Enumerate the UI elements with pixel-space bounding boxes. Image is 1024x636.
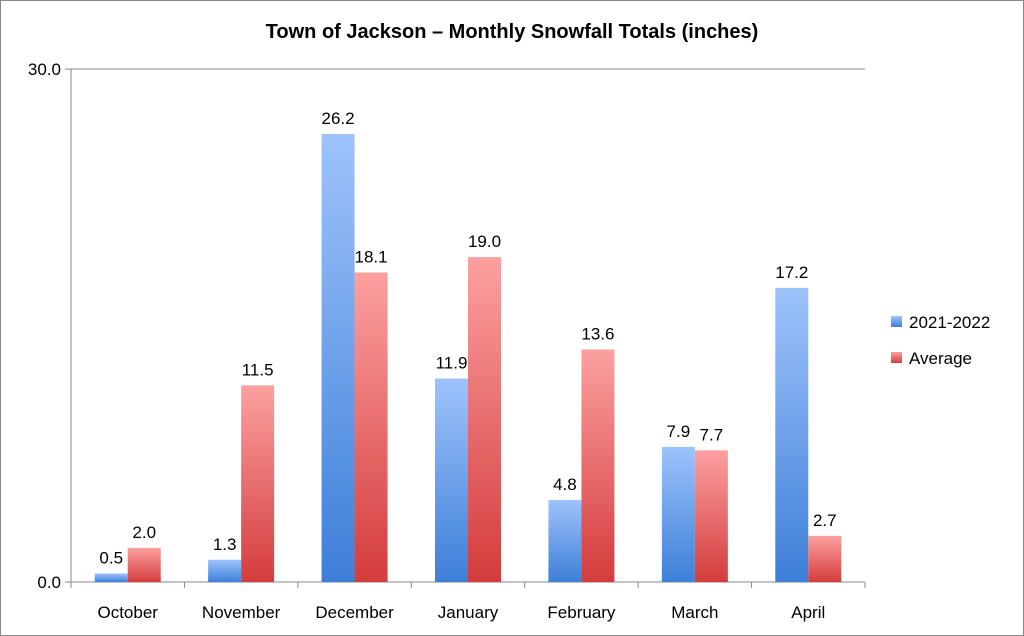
data-label: 26.2 xyxy=(322,109,355,128)
x-tick-label: March xyxy=(671,603,718,622)
bar-average xyxy=(354,272,388,582)
x-tick-label: April xyxy=(791,603,825,622)
data-label: 17.2 xyxy=(775,263,808,282)
data-label: 2.7 xyxy=(813,511,837,530)
x-tick-label: January xyxy=(438,603,499,622)
bar-2021-2022 xyxy=(435,378,468,582)
data-label: 7.7 xyxy=(700,425,724,444)
x-tick-label: December xyxy=(315,603,394,622)
bar-average xyxy=(581,349,615,582)
legend-swatch-average xyxy=(891,352,902,363)
data-label: 4.8 xyxy=(553,475,577,494)
bar-2021-2022 xyxy=(94,573,128,582)
y-tick-label: 30.0 xyxy=(28,60,61,79)
data-label: 0.5 xyxy=(99,548,123,567)
chart-title: Town of Jackson – Monthly Snowfall Total… xyxy=(266,21,759,43)
legend-label: Average xyxy=(909,349,972,368)
data-label: 1.3 xyxy=(213,535,237,554)
data-label: 11.5 xyxy=(242,360,274,379)
legend-swatch-2021-2022 xyxy=(891,316,902,327)
bar-average xyxy=(808,535,842,582)
legend-label: 2021-2022 xyxy=(909,313,990,332)
bar-2021-2022 xyxy=(321,133,355,583)
data-label: 2.0 xyxy=(132,523,156,542)
data-label: 18.1 xyxy=(355,247,388,266)
bar-2021-2022 xyxy=(775,287,809,582)
data-label: 19.0 xyxy=(468,232,501,251)
data-label: 13.6 xyxy=(581,324,614,343)
x-tick-label: February xyxy=(547,603,616,622)
bar-2021-2022 xyxy=(208,559,242,582)
data-label: 7.9 xyxy=(667,422,691,441)
bar-average xyxy=(694,450,728,582)
y-tick-label: 0.0 xyxy=(37,573,61,592)
x-tick-label: November xyxy=(202,603,281,622)
data-label: 11.9 xyxy=(436,354,468,373)
bar-2021-2022 xyxy=(661,446,695,582)
bar-average xyxy=(127,547,161,582)
bar-average xyxy=(468,257,501,582)
bar-2021-2022 xyxy=(548,499,582,582)
bar-average xyxy=(241,385,275,582)
x-tick-label: October xyxy=(97,603,158,622)
